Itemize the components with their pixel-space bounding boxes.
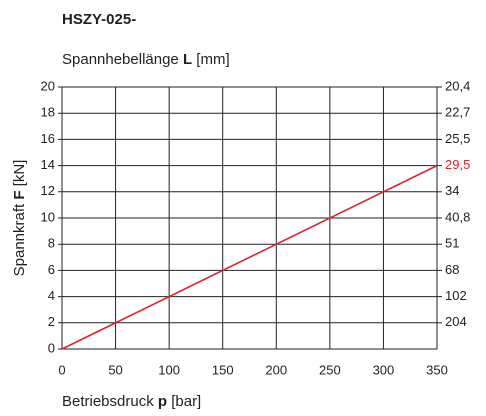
label-part: [mm] xyxy=(192,51,230,68)
x-tick-label: 350 xyxy=(426,362,448,377)
y2-tick-label: 20,4 xyxy=(445,78,470,93)
label-part: F xyxy=(11,190,28,199)
y2-tick-label: 34 xyxy=(445,183,459,198)
y-tick-label: 4 xyxy=(48,288,55,303)
x-tick-label: 100 xyxy=(158,362,180,377)
label-part: Spannhebellänge xyxy=(62,51,183,68)
top-axis_label: Spannhebellänge L [mm] xyxy=(62,51,230,68)
y2-tick-label: 22,7 xyxy=(445,105,470,120)
y-tick-label: 2 xyxy=(48,314,55,329)
xlabel: Betriebsdruck p [bar] xyxy=(62,393,201,410)
y2-tick-label: 204 xyxy=(445,314,467,329)
x-tick-label: 50 xyxy=(108,362,122,377)
plot-frame xyxy=(61,86,438,350)
x-tick-label: 250 xyxy=(319,362,341,377)
y-tick-label: 0 xyxy=(48,340,55,355)
x-tick-label: 300 xyxy=(373,362,395,377)
y-tick-label: 18 xyxy=(41,105,55,120)
y2-tick-label: 102 xyxy=(445,288,467,303)
y2-tick-label: 40,8 xyxy=(445,209,470,224)
label-part: [bar] xyxy=(167,393,201,410)
y-tick-label: 12 xyxy=(41,183,55,198)
x-tick-label: 200 xyxy=(265,362,287,377)
label-part: [kN] xyxy=(11,160,28,191)
label-part: p xyxy=(158,393,167,410)
label-part: Betriebsdruck xyxy=(62,393,158,410)
y-tick-label: 6 xyxy=(48,262,55,277)
y-tick-label: 20 xyxy=(41,78,55,93)
x-tick-label: 0 xyxy=(58,362,65,377)
label-part: L xyxy=(183,51,192,68)
y2-tick-label: 51 xyxy=(445,236,459,251)
label-part: Spannkraft xyxy=(11,200,28,277)
ylabel: Spannkraft F [kN] xyxy=(11,160,28,277)
y-tick-label: 14 xyxy=(41,157,55,172)
y-tick-label: 16 xyxy=(41,131,55,146)
y2-tick-label: 29,5 xyxy=(445,157,470,172)
data-line xyxy=(61,164,438,350)
x-tick-label: 150 xyxy=(212,362,234,377)
y-tick-label: 10 xyxy=(41,209,55,224)
y-tick-label: 8 xyxy=(48,236,55,251)
y2-tick-label: 25,5 xyxy=(445,131,470,146)
y2-tick-label: 68 xyxy=(445,262,459,277)
chart-title: HSZY-025- xyxy=(62,11,136,28)
